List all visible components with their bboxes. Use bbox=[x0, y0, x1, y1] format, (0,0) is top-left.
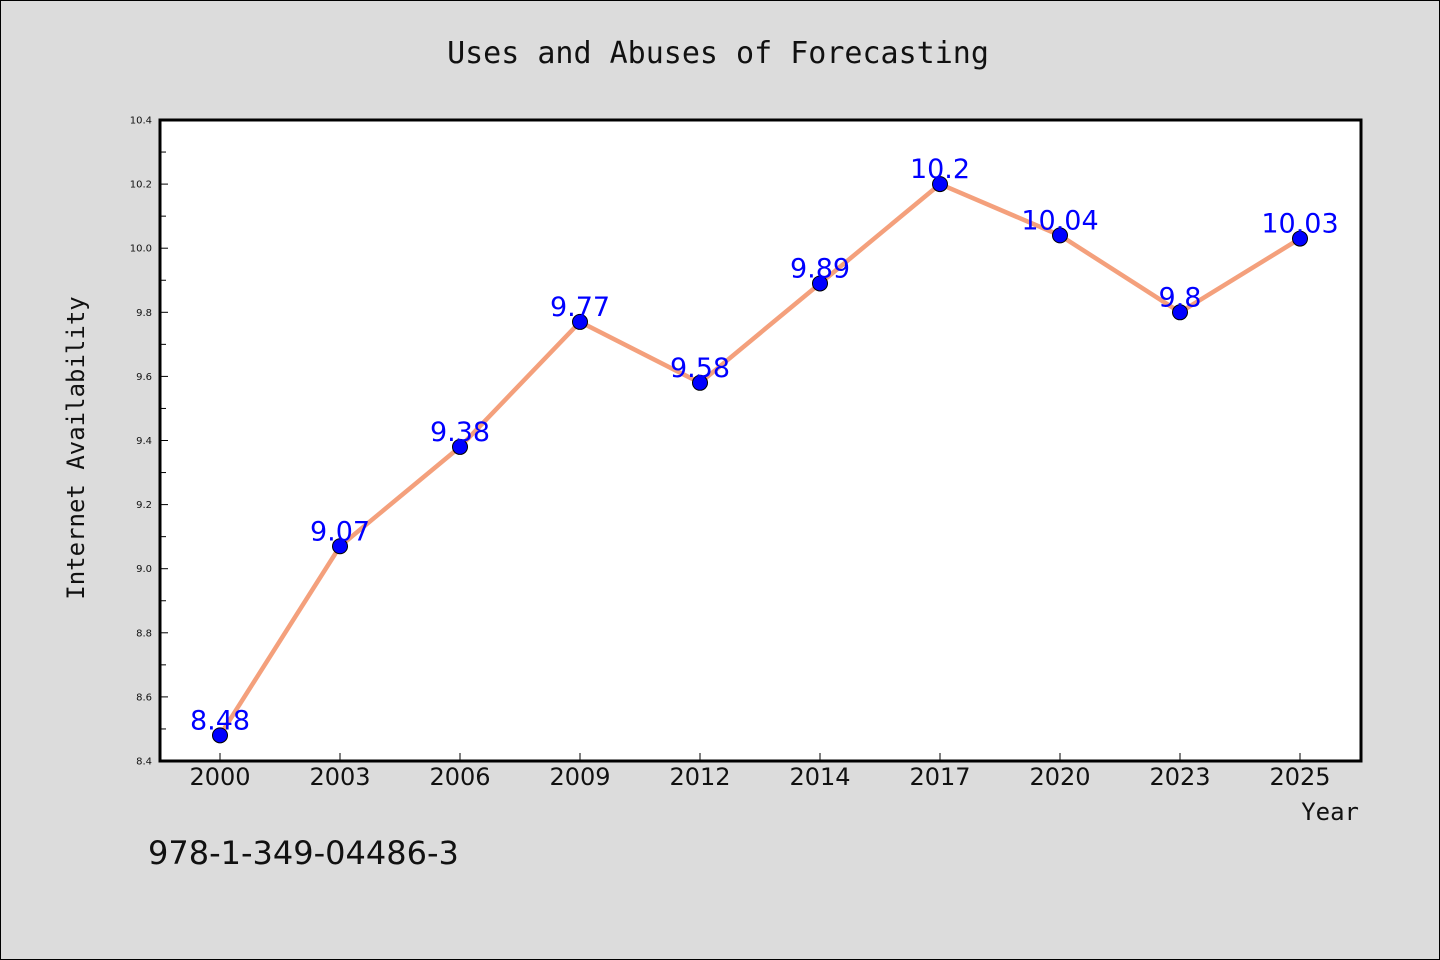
data-label: 9.38 bbox=[430, 417, 490, 448]
data-label: 9.89 bbox=[790, 253, 850, 284]
y-tick-label: 9.6 bbox=[136, 372, 152, 383]
data-label: 9.77 bbox=[550, 292, 610, 323]
data-label: 10.03 bbox=[1261, 209, 1338, 240]
y-tick-label: 9.8 bbox=[136, 308, 152, 319]
data-labels-group: 8.48 9.07 9.38 9.77 9.58 9.89 10.2 10.04 9.8 10.0… bbox=[190, 154, 1339, 736]
series-line bbox=[217, 181, 1303, 738]
x-tick-label: 2006 bbox=[429, 763, 490, 791]
data-label: 10.2 bbox=[910, 154, 970, 185]
data-label: 8.48 bbox=[190, 705, 250, 736]
data-point bbox=[452, 438, 468, 455]
data-point bbox=[1052, 227, 1068, 244]
chart-title: Uses and Abuses of Forecasting bbox=[447, 36, 989, 71]
data-label: 9.58 bbox=[670, 353, 730, 384]
x-axis-label: Year bbox=[1301, 798, 1359, 826]
x-tick-label: 2009 bbox=[549, 763, 610, 791]
x-tick-label: 2020 bbox=[1029, 763, 1090, 791]
y-tick-label: 8.8 bbox=[136, 628, 152, 639]
x-tick-label: 2023 bbox=[1149, 763, 1210, 791]
y-axis: 8.4 8.6 8.8 9.0 9.2 9.4 9.6 9.8 10.0 10.2 10.4 bbox=[130, 116, 168, 768]
data-label: 9.07 bbox=[310, 516, 370, 547]
data-point bbox=[932, 176, 948, 193]
x-tick-label: 2017 bbox=[909, 763, 970, 791]
y-tick-label: 10.2 bbox=[130, 180, 152, 191]
data-point bbox=[212, 727, 228, 744]
data-point bbox=[572, 313, 588, 330]
data-point bbox=[692, 374, 708, 391]
x-tick-label: 2025 bbox=[1269, 763, 1330, 791]
data-label: 9.8 bbox=[1159, 282, 1202, 313]
y-tick-label: 9.4 bbox=[136, 436, 152, 447]
x-tick-label: 2003 bbox=[309, 763, 370, 791]
x-axis: 2000 2003 2006 2009 2012 2014 2017 2020 2023 2025 bbox=[189, 753, 1331, 791]
data-point bbox=[1172, 304, 1188, 321]
y-tick-label: 10.4 bbox=[130, 116, 152, 127]
data-point bbox=[1292, 230, 1308, 247]
data-label: 10.04 bbox=[1021, 205, 1098, 236]
y-tick-label: 8.6 bbox=[136, 692, 152, 703]
y-axis-label: Internet Availability bbox=[62, 296, 90, 599]
isbn-text: 978-1-349-04486-3 bbox=[148, 834, 459, 872]
y-tick-label: 9.2 bbox=[136, 500, 152, 511]
data-point bbox=[812, 275, 828, 292]
y-tick-label: 8.4 bbox=[136, 757, 152, 768]
y-tick-label: 10.0 bbox=[130, 244, 152, 255]
y-tick-label: 9.0 bbox=[136, 564, 152, 575]
data-point bbox=[332, 538, 348, 555]
x-tick-label: 2014 bbox=[789, 763, 850, 791]
series-line-group bbox=[212, 176, 1308, 744]
x-tick-label: 2012 bbox=[669, 763, 730, 791]
plot-area bbox=[158, 118, 1363, 763]
x-tick-label: 2000 bbox=[189, 763, 250, 791]
